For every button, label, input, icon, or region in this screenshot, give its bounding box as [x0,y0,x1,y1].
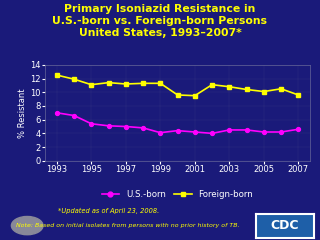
Text: *Updated as of April 23, 2008.: *Updated as of April 23, 2008. [58,208,159,214]
Text: Primary Isoniazid Resistance in: Primary Isoniazid Resistance in [64,4,256,14]
Y-axis label: % Resistant: % Resistant [18,88,27,138]
Circle shape [12,216,43,235]
Text: United States, 1993–2007*: United States, 1993–2007* [79,28,241,38]
Text: U.S.-born vs. Foreign-born Persons: U.S.-born vs. Foreign-born Persons [52,16,268,26]
Text: Note: Based on initial isolates from persons with no prior history of TB.: Note: Based on initial isolates from per… [16,223,239,228]
Legend: U.S.-born, Foreign-born: U.S.-born, Foreign-born [99,186,257,202]
Text: CDC: CDC [270,219,299,232]
